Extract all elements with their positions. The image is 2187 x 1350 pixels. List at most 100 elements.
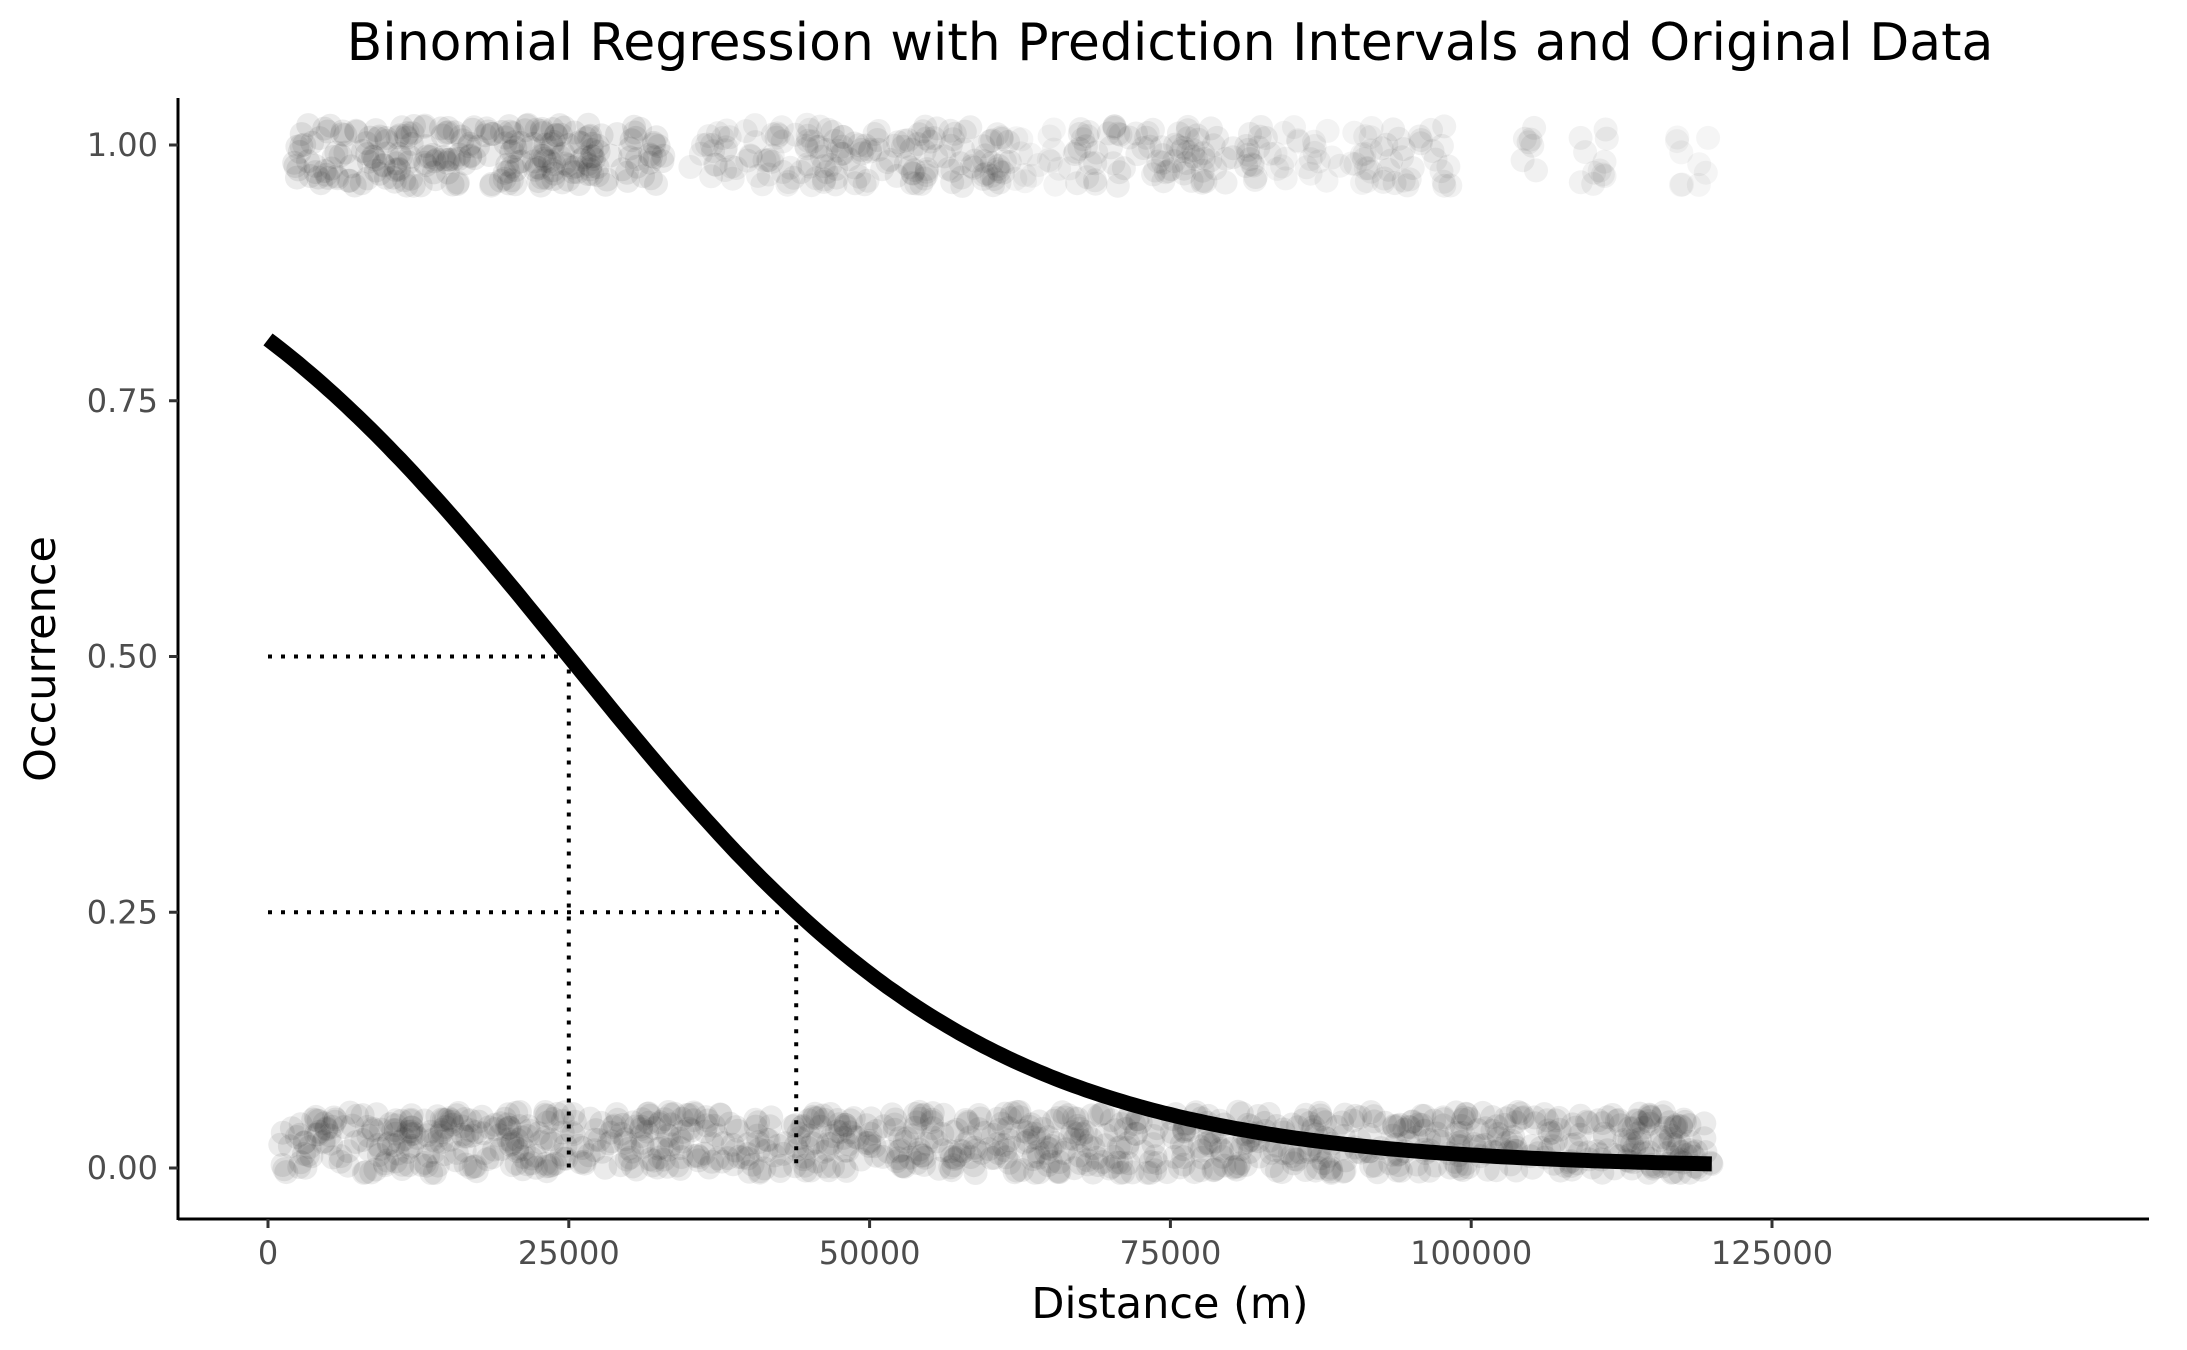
data-point <box>797 117 822 142</box>
data-point <box>725 1118 750 1143</box>
data-point <box>552 115 577 140</box>
data-point <box>831 1125 856 1150</box>
data-point <box>1654 1116 1679 1140</box>
data-point <box>907 1099 932 1124</box>
data-point <box>1306 1155 1331 1180</box>
data-point <box>494 1117 519 1142</box>
data-point <box>452 1138 477 1163</box>
data-point <box>1056 1103 1081 1128</box>
data-point <box>556 167 581 192</box>
data-point <box>754 1138 779 1163</box>
data-point <box>1673 1109 1697 1134</box>
data-point <box>1568 170 1593 195</box>
data-point <box>399 1103 424 1128</box>
data-point <box>795 112 819 137</box>
data-point <box>822 128 847 153</box>
data-point <box>686 1148 711 1173</box>
data-point <box>812 1107 837 1132</box>
data-point <box>423 167 448 192</box>
data-point <box>282 150 307 175</box>
data-point <box>507 150 532 174</box>
data-point <box>891 1153 915 1178</box>
data-point <box>809 144 834 169</box>
data-point <box>579 144 604 169</box>
data-point <box>820 1131 845 1156</box>
data-point <box>1075 1133 1100 1158</box>
data-point <box>808 1114 833 1139</box>
data-point <box>962 1135 987 1160</box>
data-point <box>553 1133 578 1158</box>
data-point <box>586 139 611 164</box>
data-point <box>649 1135 674 1160</box>
data-point <box>1319 145 1344 170</box>
data-point <box>882 1112 907 1137</box>
data-point <box>293 1155 318 1180</box>
data-point <box>414 153 438 178</box>
data-point <box>1636 1109 1661 1134</box>
data-point <box>1027 1160 1052 1185</box>
data-point <box>987 159 1012 184</box>
data-point <box>1171 1152 1196 1177</box>
data-point <box>947 1143 972 1167</box>
data-point <box>1286 129 1311 154</box>
data-point <box>401 173 426 198</box>
data-point <box>436 1106 461 1131</box>
data-point <box>1150 150 1175 175</box>
data-point <box>1057 1126 1082 1151</box>
data-point <box>899 137 924 162</box>
data-point <box>527 156 552 180</box>
data-point <box>1361 1104 1386 1129</box>
data-point <box>1341 1108 1366 1133</box>
data-point <box>366 126 391 151</box>
data-point <box>530 116 554 141</box>
data-point <box>900 161 925 186</box>
data-point <box>422 149 447 174</box>
data-point <box>387 141 412 166</box>
data-point <box>1093 1133 1118 1158</box>
data-point <box>1385 1158 1410 1183</box>
data-point <box>312 1111 337 1136</box>
data-point <box>1010 1119 1035 1143</box>
reference-lines <box>268 654 799 1168</box>
data-point <box>1391 137 1416 162</box>
data-point <box>651 1147 676 1172</box>
data-point <box>1246 135 1271 160</box>
data-point <box>760 122 785 147</box>
data-point <box>760 149 784 174</box>
data-point <box>1062 1127 1087 1152</box>
data-point <box>1062 1156 1087 1181</box>
data-point <box>507 1100 532 1124</box>
data-point <box>899 171 924 196</box>
data-point <box>356 149 381 174</box>
data-point <box>416 1143 441 1168</box>
data-point <box>618 136 643 161</box>
data-point <box>1308 1103 1333 1128</box>
data-point <box>804 134 829 159</box>
data-point <box>808 114 832 139</box>
data-point <box>579 137 604 162</box>
data-point <box>543 1151 568 1176</box>
data-point <box>829 141 854 166</box>
data-point <box>1400 156 1425 181</box>
data-point <box>1590 162 1615 187</box>
data-point <box>1075 165 1100 190</box>
data-point <box>1686 172 1711 197</box>
data-point <box>338 1100 362 1125</box>
data-point <box>585 155 610 179</box>
data-point <box>1236 142 1260 167</box>
data-point <box>1016 1128 1041 1153</box>
data-point <box>677 1102 702 1127</box>
data-point <box>924 144 949 169</box>
data-point <box>390 1152 415 1177</box>
data-point <box>556 133 581 157</box>
data-point <box>676 1116 701 1141</box>
data-point <box>951 1139 976 1164</box>
data-point <box>520 1151 544 1176</box>
data-point <box>1298 161 1323 186</box>
data-point <box>444 1103 469 1128</box>
data-point <box>367 124 392 149</box>
data-point <box>1094 1123 1119 1148</box>
data-point <box>1423 147 1448 172</box>
data-point <box>1108 1135 1133 1160</box>
data-point <box>1108 122 1133 147</box>
